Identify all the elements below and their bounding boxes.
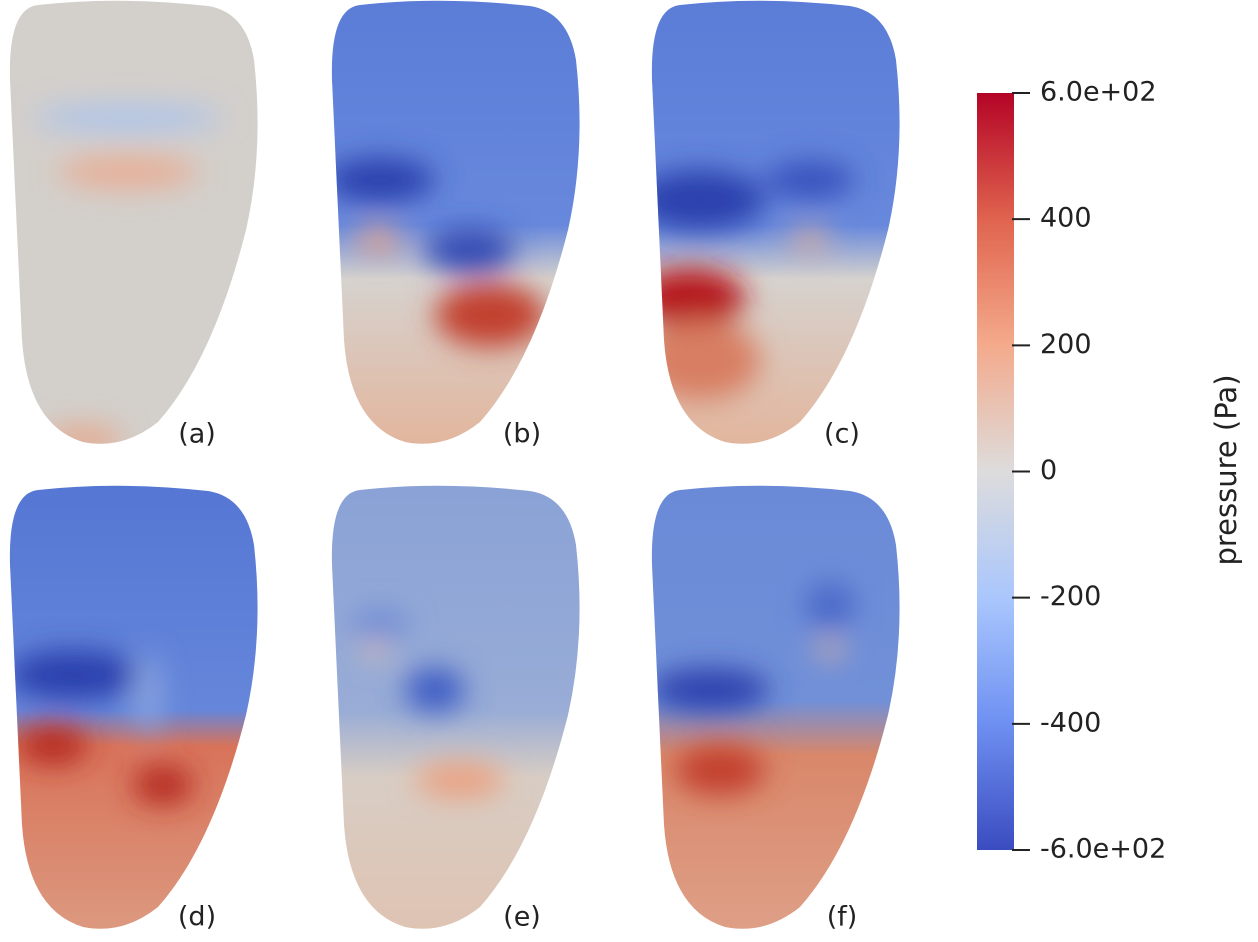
tick-label: 0 xyxy=(1040,455,1057,486)
panel xyxy=(9,485,258,929)
colorbar xyxy=(977,93,1014,850)
panel xyxy=(651,0,900,444)
panel xyxy=(331,485,580,929)
tick-label: 200 xyxy=(1040,329,1092,360)
tick-label: -400 xyxy=(1040,707,1101,738)
panel xyxy=(331,0,580,444)
panel-label: (a) xyxy=(178,419,216,450)
tick-label: -200 xyxy=(1040,581,1101,612)
colorbar-title: pressure (Pa) xyxy=(1209,374,1243,565)
panel-label: (d) xyxy=(178,902,216,933)
tick-label: 6.0e+02 xyxy=(1040,77,1157,108)
panel-label: (c) xyxy=(824,419,860,450)
panel-label: (b) xyxy=(503,419,541,450)
tick-label: 400 xyxy=(1040,203,1092,234)
panel xyxy=(651,485,900,929)
tick-label: -6.0e+02 xyxy=(1040,834,1166,865)
panel xyxy=(9,0,258,444)
panel-label: (f) xyxy=(827,902,858,933)
panel-label: (e) xyxy=(503,902,541,933)
